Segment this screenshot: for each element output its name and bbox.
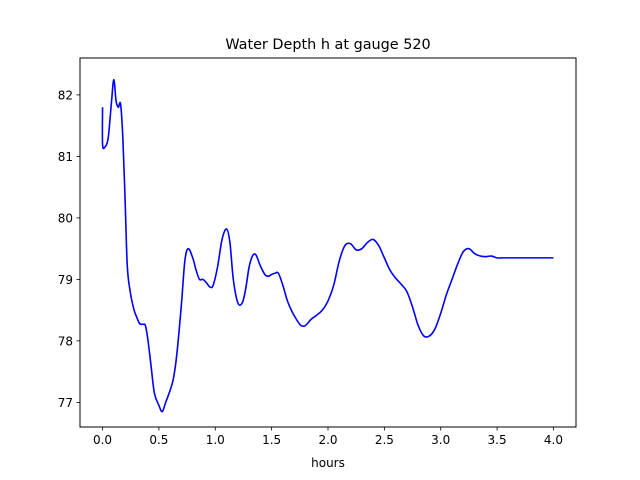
- chart-title: Water Depth h at gauge 520: [225, 37, 430, 53]
- y-tick-label: 77: [58, 396, 73, 410]
- y-tick-label: 78: [58, 334, 73, 348]
- x-tick-label: 1.0: [206, 433, 225, 447]
- y-tick-label: 80: [58, 211, 73, 225]
- plot-area: [101, 78, 554, 413]
- y-tick-label: 79: [58, 273, 73, 287]
- x-axis: 0.0 0.5 1.0 1.5 2.0 2.5 3.0 3.5 4.0: [93, 427, 563, 447]
- plot-frame: [79, 57, 577, 428]
- x-tick-label: 4.0: [544, 433, 563, 447]
- x-tick-label: 1.5: [262, 433, 281, 447]
- x-tick-label: 0.5: [149, 433, 168, 447]
- x-axis-label: hours: [311, 456, 345, 470]
- x-tick-label: 2.5: [375, 433, 394, 447]
- y-tick-label: 82: [58, 88, 73, 102]
- x-tick-label: 0.0: [93, 433, 112, 447]
- x-tick-label: 3.5: [488, 433, 507, 447]
- x-tick-label: 3.0: [431, 433, 450, 447]
- series-line: [101, 78, 554, 413]
- x-tick-label: 2.0: [318, 433, 337, 447]
- y-axis: 77 78 79 80 81 82: [58, 88, 80, 410]
- y-tick-label: 81: [58, 150, 73, 164]
